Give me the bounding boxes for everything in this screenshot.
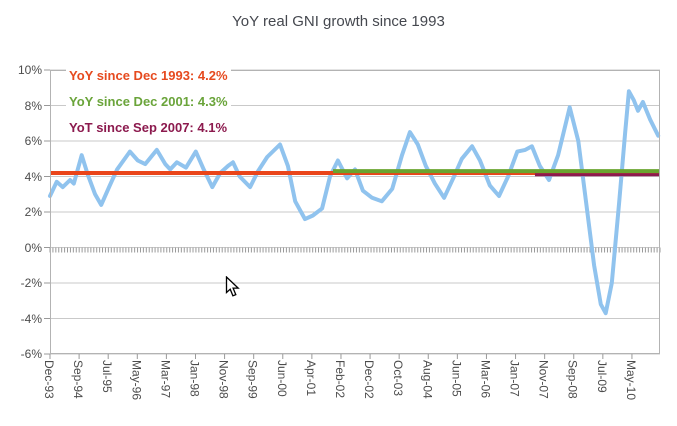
x-axis-label: Aug-04 — [420, 360, 435, 399]
y-axis-label: 8% — [24, 98, 42, 113]
annotation-yot-2007: YoT since Sep 2007: 4.1% — [66, 120, 230, 136]
chart-svg — [44, 69, 661, 359]
x-axis-label: Jul-09 — [594, 360, 609, 393]
plot-area — [44, 69, 661, 359]
x-axis-label: May-96 — [129, 360, 144, 401]
y-axis-label: 6% — [24, 134, 42, 148]
x-axis-label: Jan-07 — [507, 360, 522, 397]
x-axis-label: Sep-99 — [245, 360, 260, 399]
x-axis-label: Feb-02 — [332, 360, 347, 399]
y-axis-label: 4% — [24, 169, 42, 184]
y-axis-label: -2% — [20, 276, 42, 290]
annotation-yoy-2001: YoY since Dec 2001: 4.3% — [66, 94, 231, 110]
x-axis-label: Oct-03 — [391, 360, 406, 397]
chart-title: YoY real GNI growth since 1993 — [232, 13, 445, 30]
y-axis-label: 2% — [24, 205, 42, 219]
x-axis-label: Nov-07 — [536, 360, 551, 399]
y-axis-label: -6% — [20, 347, 42, 361]
x-axis-label: Jun-00 — [274, 360, 289, 397]
x-axis-label: Jan-98 — [187, 360, 202, 397]
plot-border — [50, 70, 660, 354]
x-axis-label: Apr-01 — [303, 360, 318, 397]
x-axis-label: Nov-98 — [216, 360, 231, 399]
annotation-yoy-1993: YoY since Dec 1993: 4.2% — [66, 68, 231, 84]
x-axis-label: Sep-08 — [565, 360, 580, 399]
x-axis-label: Dec-93 — [42, 360, 56, 399]
y-axis-label: -4% — [20, 311, 42, 326]
x-axis-label: May-10 — [623, 360, 638, 401]
x-axis-label: Mar-06 — [478, 360, 493, 399]
mouse-cursor-icon — [225, 275, 241, 303]
y-axis-label: 0% — [24, 240, 42, 255]
y-axis-label: 10% — [17, 63, 42, 77]
x-axis-label: Sep-94 — [71, 360, 86, 399]
x-axis-label: Jul-95 — [100, 360, 115, 393]
x-axis-label: Jun-05 — [449, 360, 464, 397]
x-axis-label: Dec-02 — [362, 360, 377, 399]
x-axis-label: Mar-97 — [158, 360, 173, 399]
